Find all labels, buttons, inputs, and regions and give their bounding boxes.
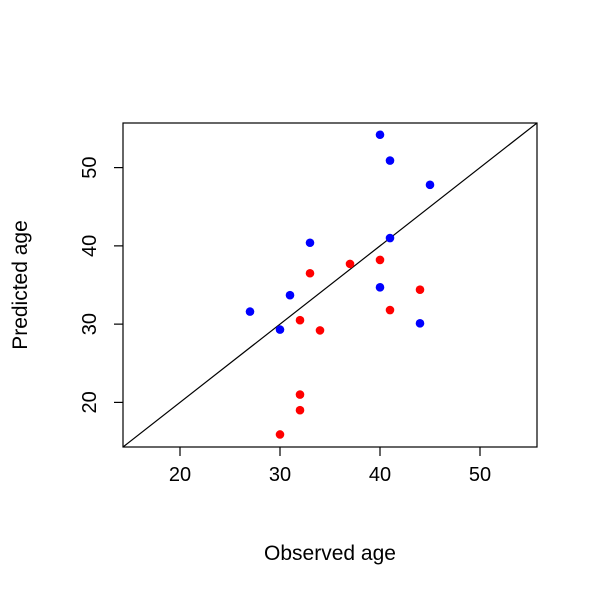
red-points-point: [385, 305, 395, 315]
red-points-point: [315, 326, 325, 335]
y-axis-label: Predicted age: [9, 220, 32, 350]
red-points-point: [345, 259, 355, 269]
blue-points-point: [385, 156, 395, 165]
red-points-point: [375, 255, 385, 265]
red-points-point: [295, 390, 305, 399]
blue-points-point: [305, 238, 315, 248]
identity-line: [122, 122, 538, 448]
plot-layer: 20 30 40 50 20 30 40 50: [79, 122, 538, 486]
blue-points-point: [275, 325, 285, 334]
x-tick-label: 20: [169, 464, 191, 486]
x-axis-label: Observed age: [264, 542, 396, 565]
red-points-point: [295, 405, 305, 415]
blue-points-point: [285, 290, 295, 300]
red-points-point: [305, 268, 315, 278]
x-tick-label: 40: [369, 464, 391, 486]
blue-points-point: [245, 307, 255, 316]
blue-points-point: [375, 130, 385, 140]
y-tick-label: 20: [79, 391, 101, 413]
blue-points-point: [375, 283, 385, 292]
red-points-point: [295, 315, 305, 325]
y-tick-label: 50: [79, 156, 101, 178]
y-tick-label: 40: [79, 235, 101, 257]
blue-points-point: [385, 233, 395, 243]
red-points-point: [275, 430, 285, 439]
blue-points-point: [415, 319, 425, 328]
x-tick-label: 30: [269, 464, 291, 486]
y-tick-label: 30: [79, 313, 101, 335]
red-points-point: [415, 285, 425, 294]
plot-frame: [122, 122, 538, 448]
blue-points-point: [425, 180, 435, 190]
x-tick-label: 50: [469, 464, 491, 486]
